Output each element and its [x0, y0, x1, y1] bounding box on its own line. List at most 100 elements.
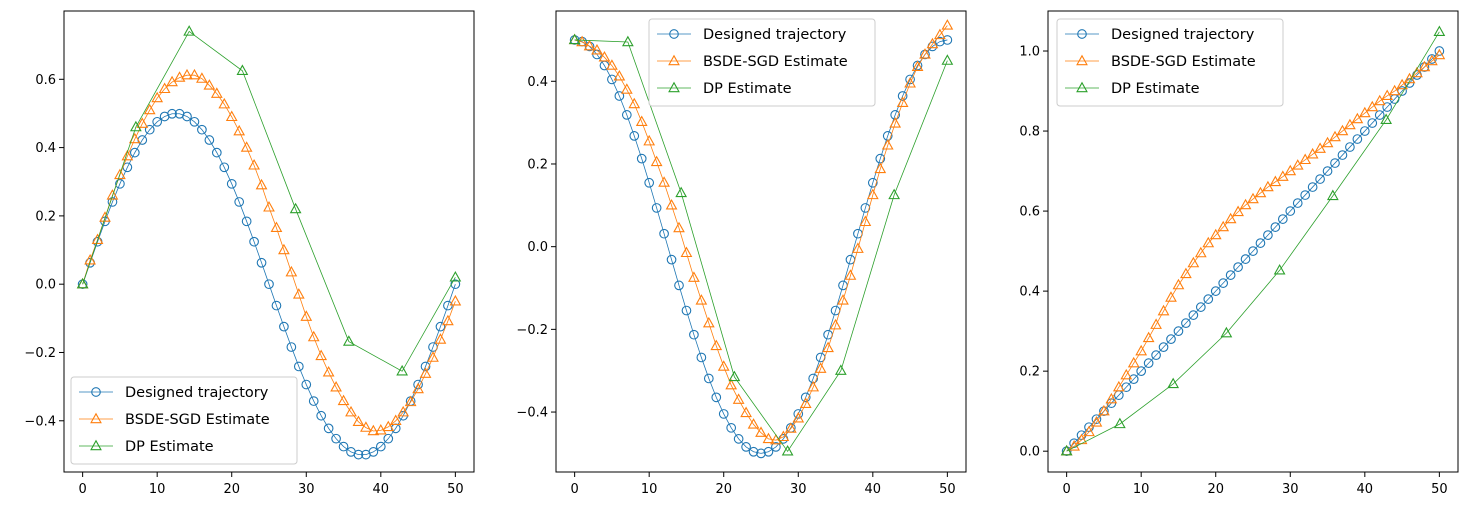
- data-point-designed-17: [204, 135, 215, 145]
- data-point-designed-12: [659, 228, 669, 239]
- data-point-bsde-36: [345, 405, 357, 417]
- data-point-bsde-33: [1306, 147, 1319, 159]
- data-point-designed-42: [1374, 110, 1385, 120]
- x-tick-label: 30: [790, 482, 807, 497]
- data-point-dp-4: [1273, 263, 1286, 275]
- data-point-bsde-25: [1247, 192, 1259, 204]
- y-tick-label: 0.0: [1019, 445, 1040, 460]
- y-tick-label: 0.2: [35, 209, 56, 224]
- data-point-dp-1: [129, 120, 142, 132]
- data-point-designed-31: [1292, 198, 1303, 208]
- data-point-bsde-15: [680, 246, 693, 258]
- data-point-bsde-37: [352, 415, 365, 426]
- data-point-bsde-23: [740, 406, 752, 418]
- data-point-bsde-27: [770, 433, 782, 445]
- data-point-bsde-40: [1358, 106, 1371, 118]
- data-point-bsde-10: [151, 91, 164, 103]
- y-tick-label: −0.4: [516, 406, 548, 421]
- data-point-designed-25: [756, 448, 766, 459]
- data-point-designed-27: [279, 321, 289, 332]
- data-point-bsde-41: [1366, 100, 1379, 112]
- data-point-designed-18: [211, 147, 222, 158]
- legend-marker-dp: [1076, 81, 1088, 93]
- data-point-designed-23: [249, 236, 259, 247]
- data-point-bsde-7: [620, 83, 633, 94]
- data-point-bsde-39: [859, 215, 872, 227]
- data-point-designed-25: [1248, 246, 1258, 256]
- data-point-bsde-36: [1329, 130, 1341, 142]
- y-tick-label: 1.0: [1019, 45, 1040, 60]
- y-tick-label: −0.4: [24, 414, 56, 429]
- data-point-bsde-28: [1269, 175, 1282, 187]
- data-point-bsde-31: [307, 330, 320, 342]
- data-point-dp-1: [621, 35, 634, 47]
- data-point-bsde-46: [1403, 72, 1416, 84]
- data-point-bsde-22: [732, 393, 745, 404]
- data-point-designed-7: [129, 147, 140, 158]
- data-point-designed-4: [1091, 414, 1102, 425]
- data-point-bsde-37: [1336, 124, 1349, 136]
- data-point-dp-0: [76, 277, 89, 289]
- data-point-bsde-21: [233, 124, 246, 136]
- data-point-designed-23: [1233, 262, 1243, 272]
- data-point-designed-34: [331, 433, 341, 444]
- data-point-designed-19: [1203, 294, 1214, 304]
- data-point-bsde-6: [1105, 392, 1118, 404]
- data-point-designed-22: [241, 216, 252, 227]
- data-point-bsde-18: [1194, 246, 1207, 258]
- data-point-dp-1: [1113, 417, 1126, 429]
- data-point-dp-4: [289, 202, 302, 214]
- data-point-designed-20: [718, 409, 729, 419]
- data-point-bsde-17: [695, 294, 708, 305]
- data-point-designed-15: [1173, 326, 1184, 336]
- data-point-bsde-24: [747, 418, 760, 429]
- data-point-bsde-15: [188, 68, 201, 80]
- data-point-designed-16: [689, 329, 699, 340]
- x-tick-label: 10: [149, 482, 166, 497]
- data-point-designed-27: [771, 442, 781, 452]
- legend-label: DP Estimate: [703, 81, 792, 97]
- series-bsde: [1060, 48, 1446, 456]
- y-tick-label: 0.4: [35, 141, 56, 156]
- data-point-designed-41: [383, 433, 394, 444]
- data-point-designed-14: [674, 280, 684, 291]
- data-point-bsde-2: [91, 233, 104, 244]
- data-point-designed-36: [1330, 158, 1340, 168]
- data-point-designed-16: [1181, 318, 1191, 328]
- data-point-designed-38: [1345, 142, 1355, 152]
- y-tick-label: 0.8: [1019, 125, 1040, 140]
- data-point-designed-16: [197, 124, 207, 135]
- data-point-designed-34: [1315, 174, 1325, 184]
- data-point-bsde-50: [941, 19, 954, 30]
- x-tick-label: 40: [865, 482, 882, 497]
- data-point-bsde-49: [934, 28, 946, 40]
- x-tick-label: 40: [1357, 482, 1374, 497]
- legend-marker-dp: [668, 81, 680, 93]
- data-point-bsde-16: [196, 72, 208, 83]
- legend-label: Designed trajectory: [703, 27, 847, 43]
- data-point-bsde-24: [255, 178, 268, 190]
- data-point-designed-29: [1277, 214, 1288, 224]
- data-point-designed-28: [286, 342, 297, 352]
- data-point-bsde-15: [1172, 278, 1185, 290]
- data-point-bsde-5: [606, 59, 618, 70]
- data-point-bsde-21: [1217, 220, 1230, 232]
- data-point-designed-24: [748, 446, 759, 457]
- data-point-bsde-34: [1314, 142, 1326, 153]
- data-point-designed-15: [681, 305, 692, 316]
- data-point-designed-10: [644, 177, 655, 188]
- data-point-bsde-45: [904, 77, 916, 88]
- data-point-bsde-6: [121, 149, 134, 161]
- y-tick-label: −0.2: [24, 346, 56, 361]
- legend-marker-bsde: [1076, 54, 1088, 66]
- data-point-designed-41: [1367, 118, 1378, 128]
- data-point-bsde-22: [1224, 212, 1237, 224]
- data-point-designed-50: [942, 35, 953, 45]
- data-point-bsde-26: [762, 432, 775, 444]
- data-point-designed-26: [763, 446, 774, 457]
- data-point-designed-25: [264, 279, 274, 290]
- data-point-bsde-33: [814, 362, 827, 373]
- legend-label: Designed trajectory: [125, 385, 269, 401]
- data-point-designed-7: [621, 110, 632, 120]
